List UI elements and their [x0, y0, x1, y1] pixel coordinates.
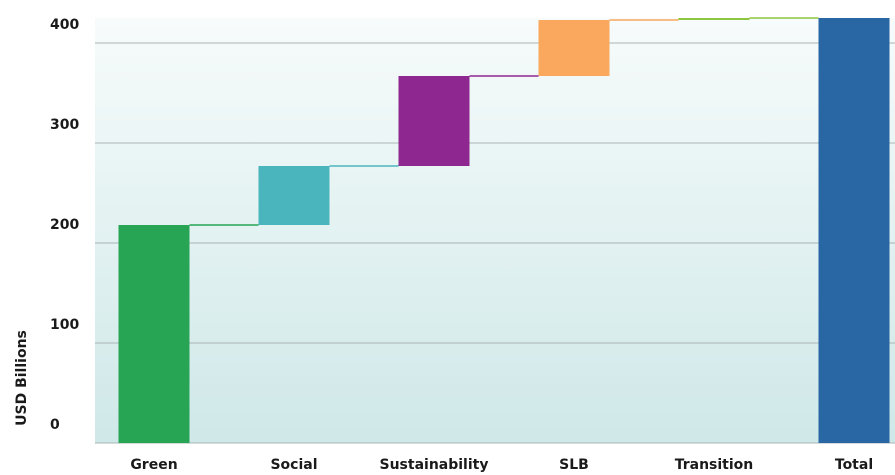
- x-tick-label: Transition: [675, 457, 754, 473]
- bar: [678, 18, 750, 20]
- y-tick-label: 100: [50, 317, 79, 333]
- y-tick-label: 400: [50, 17, 79, 33]
- bar: [818, 18, 890, 443]
- y-axis-label: USD Billions: [14, 330, 30, 426]
- bar: [118, 225, 190, 443]
- x-tick-label: Sustainability: [380, 457, 489, 473]
- bar: [398, 76, 470, 166]
- x-tick-label: Green: [130, 457, 177, 473]
- bar: [258, 166, 330, 225]
- plot-background: [95, 18, 895, 443]
- x-tick-label: SLB: [559, 457, 589, 473]
- y-tick-label: 0: [50, 417, 60, 433]
- y-tick-label: 200: [50, 217, 79, 233]
- x-tick-label: Social: [270, 457, 317, 473]
- y-tick-label: 300: [50, 117, 79, 133]
- x-tick-label: Total: [835, 457, 873, 473]
- bar: [538, 20, 610, 76]
